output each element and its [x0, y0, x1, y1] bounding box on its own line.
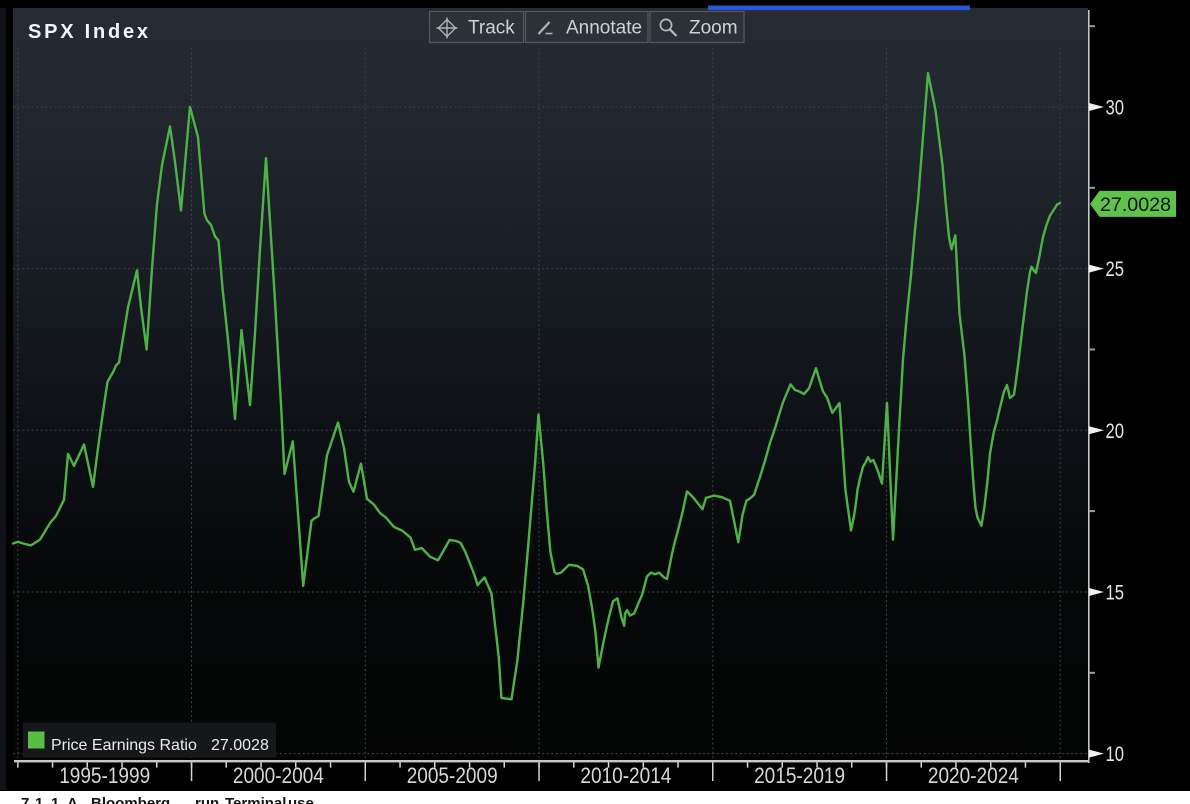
svg-text:2015-2019: 2015-2019	[754, 763, 845, 788]
svg-text:Zoom: Zoom	[689, 18, 738, 39]
svg-text:1995-1999: 1995-1999	[59, 763, 150, 788]
svg-text:10: 10	[1106, 743, 1125, 766]
svg-text:run: run	[195, 795, 219, 804]
svg-text:SPX Index: SPX Index	[28, 21, 148, 43]
svg-text:7: 7	[21, 795, 29, 804]
svg-text:use: use	[288, 795, 314, 804]
svg-text:Annotate: Annotate	[566, 18, 642, 39]
svg-text:2020-2024: 2020-2024	[928, 763, 1019, 788]
svg-text:1: 1	[51, 795, 59, 804]
svg-text:30: 30	[1106, 97, 1125, 120]
svg-text:Terminal: Terminal	[225, 795, 286, 804]
svg-text:Price Earnings Ratio: Price Earnings Ratio	[51, 737, 197, 754]
svg-text:Bloomberg: Bloomberg	[91, 795, 170, 804]
svg-text:27.0028: 27.0028	[211, 737, 269, 754]
svg-text:25: 25	[1106, 258, 1125, 281]
svg-text:2000-2004: 2000-2004	[233, 763, 324, 788]
svg-text:15: 15	[1106, 582, 1125, 605]
svg-text:Track: Track	[468, 18, 515, 39]
svg-text:1: 1	[35, 795, 43, 804]
svg-text:2010-2014: 2010-2014	[580, 763, 671, 788]
svg-text:A: A	[67, 795, 78, 804]
svg-text:2005-2009: 2005-2009	[407, 763, 498, 788]
svg-text:27.0028: 27.0028	[1100, 194, 1171, 216]
svg-text:20: 20	[1106, 420, 1125, 443]
